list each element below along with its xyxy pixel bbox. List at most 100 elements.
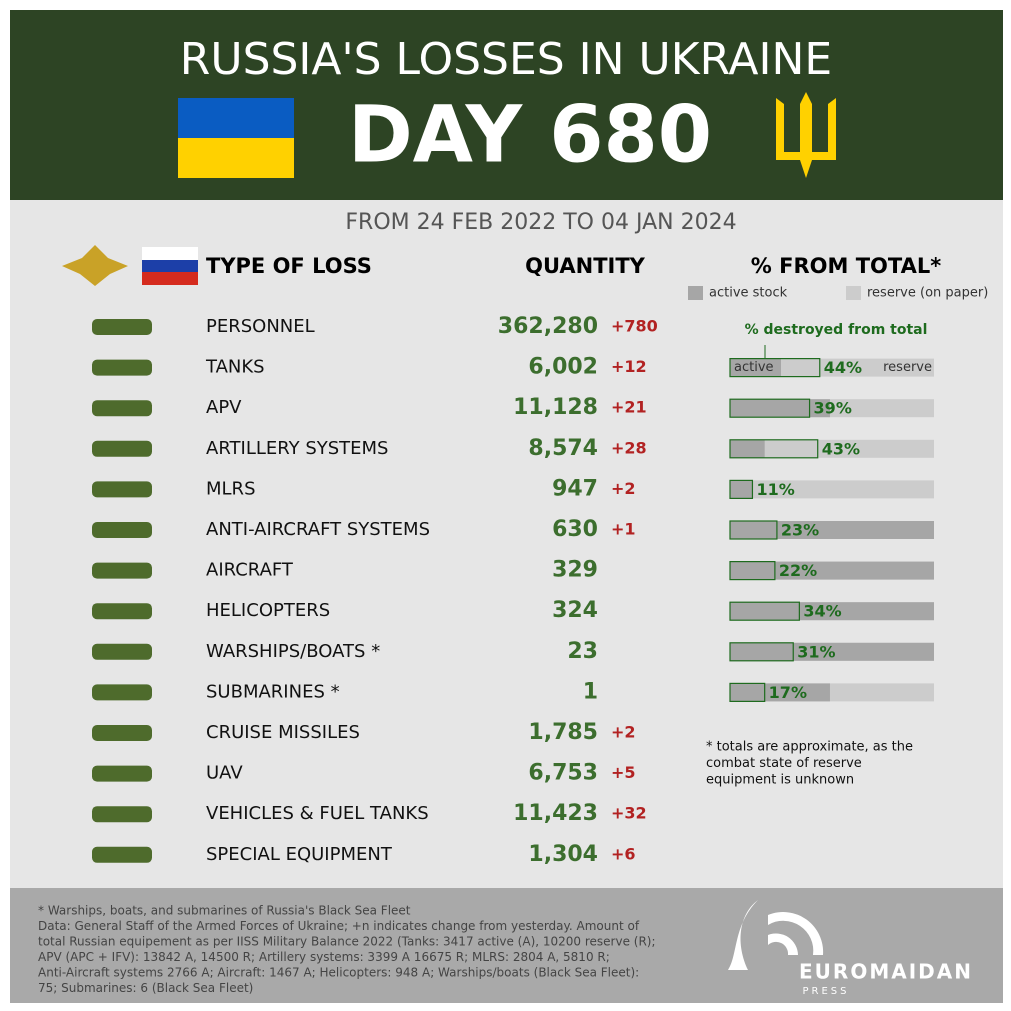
percent-label: 22% [779,561,817,580]
destroyed-bar [729,682,766,703]
icon [92,562,152,579]
quantity: 1,785 [528,720,598,745]
quantity: 6,753 [528,761,598,786]
loss-type: SUBMARINES * [206,681,340,702]
icon [92,846,152,863]
emblem [62,245,128,286]
change: +28 [611,438,647,457]
quantity: 11,423 [513,801,598,826]
active-bar [730,683,830,702]
destroyed-bar [729,601,800,621]
loss-type: PERSONNEL [206,316,315,337]
column-header: % FROM TOTAL* [751,254,941,278]
active-bar [730,399,830,418]
change: +2 [611,723,636,742]
note: * totals are approximate, as the [706,740,913,755]
quantity: 23 [567,639,598,664]
change: +5 [611,763,636,782]
header-bg [10,10,1003,200]
active-bar [730,521,934,539]
quantity: 8,574 [528,436,598,461]
loss-type: UAV [206,763,243,784]
day: DAY 680 [348,90,712,180]
percent-label: 34% [803,602,841,621]
percent-label: 23% [781,521,819,540]
flag-ru [142,272,198,285]
destroyed-bar [729,520,778,540]
loss-type: MLRS [206,478,256,499]
title: RUSSIA'S LOSSES IN UKRAINE [180,34,832,85]
column-header: TYPE OF LOSS [206,254,372,278]
quantity: 11,128 [513,395,598,420]
legend-swatch [846,286,861,300]
active-bar [730,561,934,580]
icon [92,440,152,457]
note: combat state of reserve [706,756,862,771]
footer-text: APV (APC + IFV): 13842 A, 14500 R; Artil… [38,950,610,964]
percent-label: 11% [756,480,794,499]
change: +12 [611,357,647,376]
destroyed-bar [729,560,776,581]
active-bar [730,358,781,377]
reserve-bar [730,480,934,499]
flag-ru [142,247,198,260]
subtitle: FROM 24 FEB 2022 TO 04 JAN 2024 [345,210,736,235]
icon [92,359,152,376]
icon [92,806,152,823]
loss-type: HELICOPTERS [206,600,330,621]
footer-text: Anti-Aircraft systems 2766 A; Aircraft: … [38,966,639,980]
legend-label: reserve (on paper) [867,286,988,301]
logo-icon [728,900,824,970]
icon [92,522,152,538]
icon [92,765,152,782]
loss-type: AIRCRAFT [206,560,294,581]
footer-text: Data: General Staff of the Armed Forces … [38,919,640,933]
footer-text: * Warships, boats, and submarines of Rus… [38,904,411,918]
body-bg [10,200,1003,888]
quantity: 947 [552,476,598,501]
legend-swatch [688,286,703,300]
percent-label: 43% [822,439,860,458]
percent-label: 17% [769,683,807,702]
trident [776,92,836,178]
reserve-bar [730,439,934,458]
quantity: 362,280 [498,314,598,339]
active-bar [730,439,765,458]
bar-label: active [734,360,774,375]
icon [92,643,152,660]
loss-type: ARTILLERY SYSTEMS [206,438,389,459]
destroyed-bar [729,358,821,378]
icon [92,319,152,335]
quantity: 630 [552,517,598,542]
column-header: QUANTITY [525,254,646,278]
destroyed-bar [729,398,811,418]
logo-sub: PRESS [803,986,850,997]
quantity: 1,304 [528,842,598,867]
quantity: 6,002 [528,355,598,380]
destroyed-bar [729,439,819,459]
loss-type: VEHICLES & FUEL TANKS [206,803,429,824]
icon [92,481,152,498]
change: +21 [611,398,647,417]
quantity: 1 [583,679,598,704]
percent-label: 39% [814,399,852,418]
legend-label: active stock [709,286,788,301]
change: +780 [611,317,658,336]
note: equipment is unknown [706,773,854,788]
percent-label: 31% [797,642,835,661]
destroyed-bar [729,642,794,662]
change: +32 [611,804,647,823]
flag-ru [142,260,198,272]
percent-label: 44% [824,358,862,377]
annotation: % destroyed from total [745,322,928,338]
bar-label: reserve [883,360,932,375]
change: +6 [611,844,636,863]
icon [92,400,152,417]
footer-text: total Russian equipement as per IISS Mil… [38,935,656,949]
footer-text: 75; Submarines: 6 (Black Sea Fleet) [38,981,253,995]
logo-name: EUROMAIDAN [799,960,973,984]
icon [92,684,152,701]
loss-type: CRUISE MISSILES [206,722,360,743]
